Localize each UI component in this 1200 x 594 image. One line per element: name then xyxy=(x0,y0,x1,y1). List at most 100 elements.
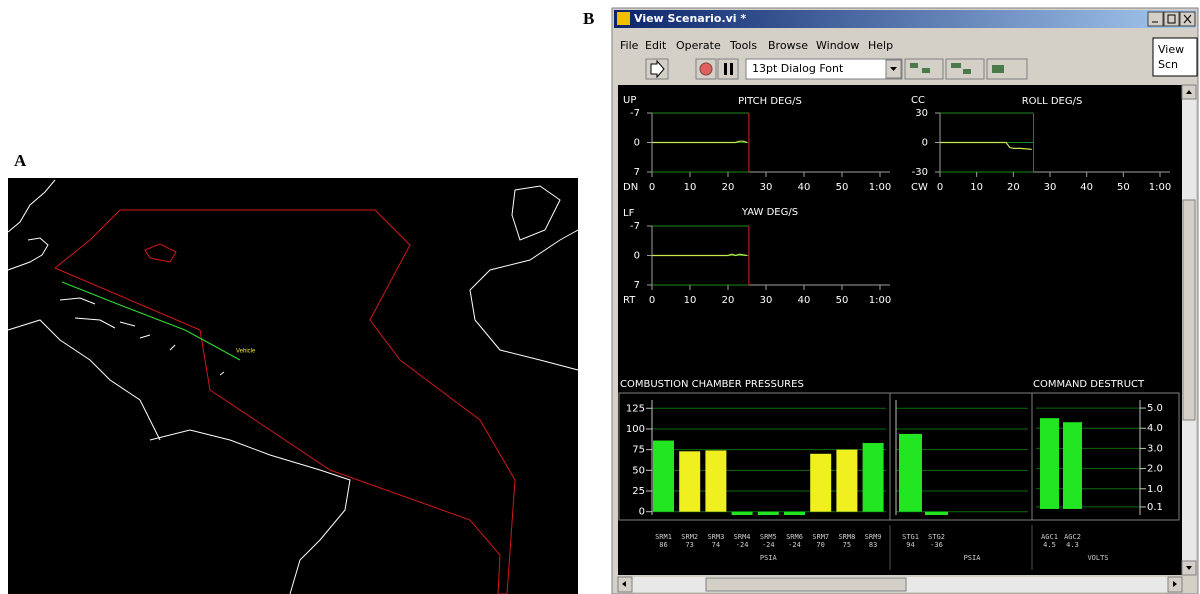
panel-label: B xyxy=(583,9,594,28)
x-tick-label: 20 xyxy=(722,295,735,306)
trajectory xyxy=(61,281,241,361)
bar xyxy=(899,433,922,512)
y-tick-label: -7 xyxy=(630,221,640,232)
value-label: -36 xyxy=(930,541,943,549)
value-label: 94 xyxy=(906,541,914,549)
category-label: STG1 xyxy=(902,533,919,541)
category-label: SRM2 xyxy=(681,533,698,541)
y-tick-label: 30 xyxy=(915,108,928,119)
chart-title: YAW DEG/S xyxy=(741,207,798,218)
bar xyxy=(836,449,858,512)
tooltip-text: View xyxy=(1158,43,1184,56)
x-tick-label: 50 xyxy=(836,295,849,306)
menu-bar: File Edit Operate Tools Browse Window Help xyxy=(620,39,893,52)
unit-label: PSIA xyxy=(964,554,982,562)
x-tick-label: 40 xyxy=(1080,182,1093,193)
axis-end-label: DN xyxy=(623,182,638,193)
category-label: STG2 xyxy=(928,533,945,541)
value-label: 4.3 xyxy=(1066,541,1079,549)
x-tick-label: 10 xyxy=(970,182,983,193)
x-tick-label: 40 xyxy=(798,182,811,193)
map: Vehicle xyxy=(7,178,579,594)
y-tick-label: 7 xyxy=(634,167,640,178)
font-selector[interactable] xyxy=(745,58,903,80)
bar xyxy=(862,443,884,512)
x-tick-label: 30 xyxy=(760,295,773,306)
value-label: -24 xyxy=(736,541,749,549)
map-background xyxy=(8,178,578,594)
unit-label: PSIA xyxy=(760,554,778,562)
value-label: 86 xyxy=(659,541,667,549)
panel-label: A xyxy=(14,151,27,170)
value-label: 70 xyxy=(816,541,824,549)
menu-item[interactable]: Edit xyxy=(645,39,667,52)
bar xyxy=(731,511,753,515)
x-tick-label: 40 xyxy=(798,295,811,306)
x-tick-label: 0 xyxy=(649,182,655,193)
value-label: 73 xyxy=(685,541,693,549)
y-tick-label: 125 xyxy=(626,403,645,414)
x-tick-label: 30 xyxy=(1044,182,1057,193)
y-tick-label: 0 xyxy=(634,251,640,262)
menu-item[interactable]: Tools xyxy=(729,39,757,52)
bars xyxy=(653,440,884,515)
bar xyxy=(810,453,832,512)
axis-end-label: RT xyxy=(623,295,636,306)
bar xyxy=(1040,418,1059,509)
y-tick-label: -30 xyxy=(912,167,928,178)
pause-button[interactable] xyxy=(717,58,739,80)
range-boundary xyxy=(54,209,516,594)
y-tick-label: 0 xyxy=(922,138,928,149)
bar xyxy=(679,451,701,512)
coastlines xyxy=(7,179,579,594)
unit-label: VOLTS xyxy=(1087,554,1108,562)
category-label: AGC1 xyxy=(1041,533,1058,541)
x-tick-label: 0 xyxy=(649,295,655,306)
value-label: 4.5 xyxy=(1043,541,1056,549)
font-selector-text: 13pt Dialog Font xyxy=(752,62,844,75)
section-title: COMMAND DESTRUCT xyxy=(1033,379,1145,390)
menu-item[interactable]: Help xyxy=(868,39,893,52)
value-label: -24 xyxy=(762,541,775,549)
x-tick-label: 1:00 xyxy=(869,295,891,306)
y-tick-label: 0.1 xyxy=(1147,502,1163,513)
y-tick-label: 0 xyxy=(639,507,645,518)
x-tick-label: 50 xyxy=(836,182,849,193)
category-label: SRM5 xyxy=(760,533,777,541)
tooltip-text: Scn xyxy=(1158,58,1178,71)
tooltip xyxy=(1152,37,1198,77)
y-tick-label: 1.0 xyxy=(1147,484,1163,495)
bar xyxy=(705,450,727,512)
vehicle-label: Vehicle xyxy=(236,349,256,355)
menu-item[interactable]: Browse xyxy=(768,39,808,52)
maximize-button[interactable] xyxy=(1163,11,1180,27)
x-tick-label: 20 xyxy=(722,182,735,193)
x-tick-label: 0 xyxy=(937,182,943,193)
axis-end-label: CC xyxy=(911,95,925,106)
title-bar xyxy=(614,10,1196,28)
x-tick-label: 30 xyxy=(760,182,773,193)
bar xyxy=(784,511,805,515)
data-line xyxy=(940,141,1032,150)
y-tick-label: 3.0 xyxy=(1147,443,1163,454)
data-line xyxy=(652,253,748,257)
bar xyxy=(1063,422,1082,509)
bars xyxy=(1040,418,1082,509)
reorder-button[interactable] xyxy=(986,58,1028,80)
menu-item[interactable]: File xyxy=(620,39,639,52)
bar xyxy=(757,511,779,515)
category-label: SRM4 xyxy=(734,533,751,541)
app-icon xyxy=(617,12,630,25)
axis-end-label: LF xyxy=(623,208,635,219)
minimize-button[interactable] xyxy=(1147,11,1164,27)
y-tick-label: -7 xyxy=(630,108,640,119)
menu-item[interactable]: Window xyxy=(816,39,859,52)
bar xyxy=(925,511,948,515)
category-label: SRM9 xyxy=(865,533,882,541)
category-label: SRM6 xyxy=(786,533,803,541)
chart-title: PITCH DEG/S xyxy=(738,96,802,107)
x-tick-label: 10 xyxy=(684,295,697,306)
x-tick-label: 1:00 xyxy=(869,182,891,193)
data-line xyxy=(652,140,748,144)
menu-item[interactable]: Operate xyxy=(676,39,721,52)
